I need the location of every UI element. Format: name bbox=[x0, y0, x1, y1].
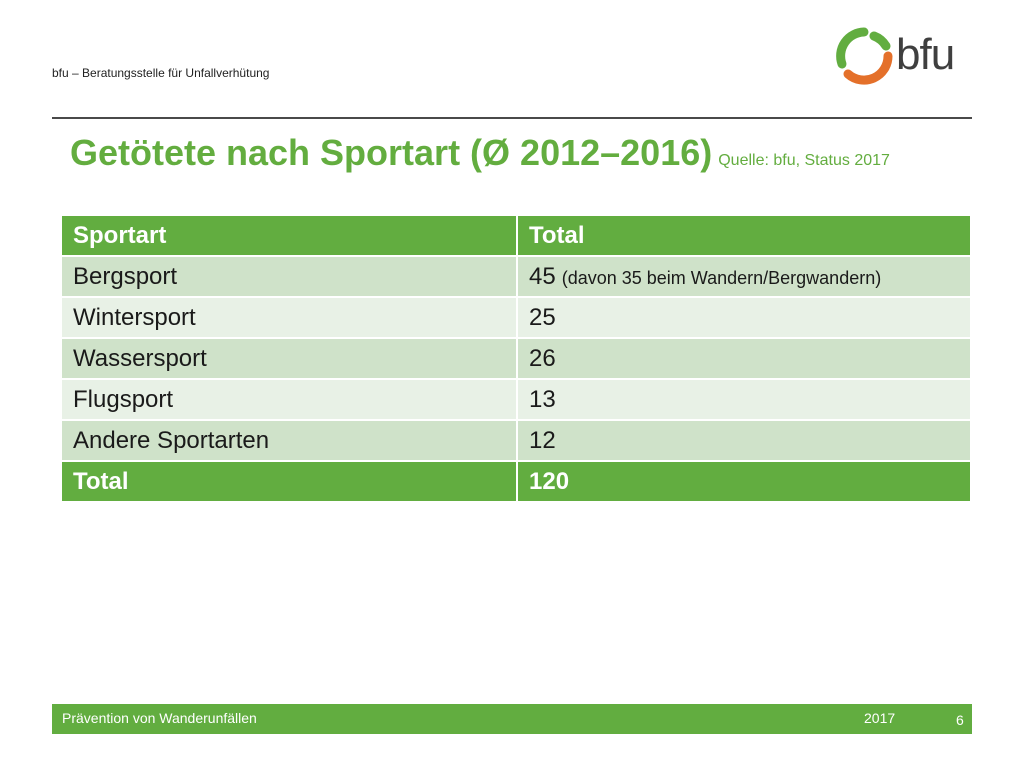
header-sportart: Sportart bbox=[60, 214, 518, 257]
cell-sport: Andere Sportarten bbox=[60, 419, 518, 462]
table-row: Wintersport 25 bbox=[60, 296, 972, 339]
bfu-logo: bfu bbox=[834, 26, 974, 86]
cell-sport: Wassersport bbox=[60, 337, 518, 380]
total-label: Total bbox=[60, 460, 518, 503]
table-row: Wassersport 26 bbox=[60, 337, 972, 380]
header-total: Total bbox=[516, 214, 972, 257]
title-main: Getötete nach Sportart (Ø 2012–2016) bbox=[70, 132, 713, 173]
total-value: 120 bbox=[516, 460, 972, 503]
table-row: Andere Sportarten 12 bbox=[60, 419, 972, 462]
bfu-logo-icon bbox=[836, 27, 893, 85]
cell-note: (davon 35 beim Wandern/Bergwandern) bbox=[561, 267, 882, 288]
footer-year: 2017 bbox=[864, 710, 896, 726]
footer-topic: Prävention von Wanderunfällen bbox=[62, 710, 257, 726]
cell-total: 45 (davon 35 beim Wandern/Bergwandern) bbox=[516, 255, 972, 298]
cell-sport: Flugsport bbox=[60, 378, 518, 421]
header-divider bbox=[52, 117, 972, 119]
cell-total-value: 45 bbox=[529, 262, 556, 290]
logo-text: bfu bbox=[896, 30, 955, 79]
cell-sport: Wintersport bbox=[60, 296, 518, 339]
page-number: 6 bbox=[956, 712, 964, 728]
table-row: Flugsport 13 bbox=[60, 378, 972, 421]
table-total-row: Total 120 bbox=[60, 460, 972, 503]
cell-total: 25 bbox=[516, 296, 972, 339]
title-source: Quelle: bfu, Status 2017 bbox=[718, 152, 890, 169]
cell-total: 13 bbox=[516, 378, 972, 421]
table-row: Bergsport 45 (davon 35 beim Wandern/Bergw… bbox=[60, 255, 972, 298]
organization-name: bfu – Beratungsstelle für Unfallverhütun… bbox=[52, 66, 270, 80]
slide-title: Getötete nach Sportart (Ø 2012–2016) Quel… bbox=[70, 132, 890, 174]
table-header-row: Sportart Total bbox=[60, 214, 972, 257]
cell-sport: Bergsport bbox=[60, 255, 518, 298]
cell-total: 12 bbox=[516, 419, 972, 462]
cell-total: 26 bbox=[516, 337, 972, 380]
fatalities-table: Sportart Total Bergsport 45 (davon 35 bei… bbox=[60, 214, 972, 503]
footer-bar: Prävention von Wanderunfällen 2017 6 bbox=[52, 704, 972, 734]
